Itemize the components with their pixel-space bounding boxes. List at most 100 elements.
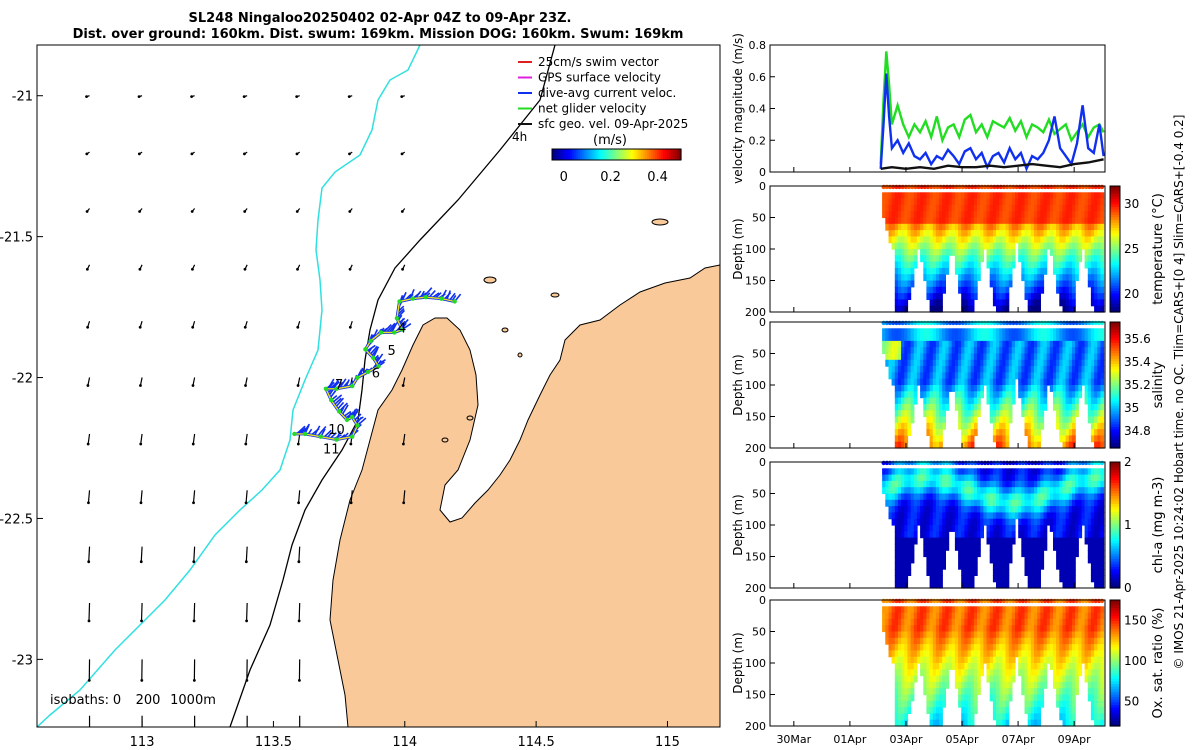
profile-cell	[1027, 556, 1032, 564]
profile-cell	[1078, 230, 1083, 237]
profile-cell	[1090, 562, 1095, 570]
profile-cell	[1024, 347, 1029, 355]
profile-cell	[929, 656, 934, 664]
profile-cell	[1037, 518, 1041, 526]
profile-cell	[999, 328, 1003, 336]
profile-cell	[1097, 378, 1102, 386]
profile-cell	[951, 606, 956, 614]
profile-cell	[983, 637, 988, 645]
profile-colorbar-cell	[1110, 304, 1120, 308]
profile-cell	[907, 242, 912, 250]
profile-cell	[885, 631, 890, 639]
profile-cell	[1030, 328, 1035, 336]
profile-cell	[1002, 366, 1007, 373]
profile-cell	[923, 242, 928, 250]
profile-cell	[964, 537, 969, 545]
profile-cell	[1018, 347, 1022, 355]
profile-cell	[935, 480, 940, 488]
profile-cell	[901, 334, 905, 342]
profile-cell	[1021, 347, 1026, 355]
profile-cell	[923, 359, 928, 367]
profile-cell	[996, 347, 1000, 355]
profile-cell	[939, 550, 943, 558]
profile-cell	[1100, 305, 1105, 313]
sfc-vector-head	[139, 501, 143, 505]
profile-cell	[907, 606, 912, 614]
profile-cell	[1015, 328, 1019, 336]
profile-cell	[980, 192, 984, 200]
profile-cell	[913, 606, 918, 614]
sfc-vector-head	[191, 442, 195, 446]
profile-cell	[1084, 255, 1089, 263]
profile-cell	[1005, 340, 1010, 348]
profile-cell	[958, 211, 962, 219]
profile-cell	[901, 340, 905, 348]
profile-cell	[907, 669, 912, 677]
profile-cell	[926, 340, 931, 348]
profile-colorbar-cell	[1110, 371, 1120, 376]
profile-cell	[1072, 569, 1076, 576]
profile-cell	[1037, 403, 1041, 411]
profile-cell	[1008, 669, 1013, 677]
profile-cell	[1059, 550, 1064, 558]
profile-cell	[989, 550, 994, 558]
profile-cell	[1021, 493, 1026, 501]
profile-cell	[1100, 249, 1105, 256]
profile-colorbar-cell	[1110, 280, 1120, 284]
profile-cell	[996, 422, 1000, 430]
profile-colorbar-cell	[1110, 191, 1120, 195]
profile-cell	[999, 299, 1003, 307]
velocity-colorbar-cell	[654, 149, 658, 160]
profile-cell	[1030, 366, 1035, 373]
profile-cell	[945, 230, 950, 237]
profile-cell	[901, 512, 905, 520]
profile-cell	[964, 255, 969, 263]
profile-cell	[1062, 644, 1067, 651]
profile-cell	[1046, 223, 1051, 231]
profile-cell	[1056, 422, 1060, 430]
profile-cell	[920, 650, 924, 658]
profile-cell	[970, 334, 975, 342]
profile-cell	[1046, 512, 1051, 520]
profile-cell	[999, 366, 1003, 373]
profile-cell	[999, 468, 1003, 476]
profile-cell	[1040, 416, 1045, 424]
profile-cell	[1072, 198, 1076, 206]
profile-cell	[910, 353, 915, 361]
profile-cell	[1062, 347, 1067, 355]
profile-cell	[1027, 372, 1032, 380]
profile-cell	[992, 366, 997, 373]
profile-cell	[1008, 537, 1013, 545]
sfc-vector-head	[85, 210, 89, 213]
profile-cell	[1084, 397, 1089, 405]
profile-cell	[1030, 556, 1035, 564]
profile-cell	[1034, 280, 1038, 288]
profile-cell	[1005, 656, 1010, 664]
profile-cell	[942, 694, 946, 702]
velocity-colorbar-cell	[558, 149, 561, 160]
profile-colorbar-cell	[1110, 548, 1120, 552]
profile-cell	[986, 669, 991, 677]
profile-cell	[1068, 372, 1073, 380]
profile-cell	[935, 223, 940, 231]
profile-cell	[939, 612, 943, 620]
profile-cell	[913, 506, 918, 513]
profile-cell	[1024, 416, 1029, 424]
profile-cell	[1005, 663, 1010, 670]
profile-cell	[1027, 681, 1032, 689]
profile-cell	[885, 468, 890, 476]
isobath-200m	[229, 45, 556, 727]
profile-cell	[1021, 366, 1026, 373]
profile-cell	[904, 637, 909, 645]
profile-cell	[1068, 261, 1073, 269]
profile-cell	[945, 493, 950, 501]
profile-cell	[992, 575, 997, 583]
velocity-colorbar-frame	[551, 148, 682, 161]
profile-cell	[1011, 340, 1016, 348]
profile-cell	[894, 372, 899, 380]
profile-cell	[1015, 650, 1019, 658]
profile-cell	[1021, 499, 1026, 507]
profile-cell	[967, 518, 972, 526]
profile-cell	[1075, 372, 1079, 380]
profile-cell	[967, 429, 972, 436]
